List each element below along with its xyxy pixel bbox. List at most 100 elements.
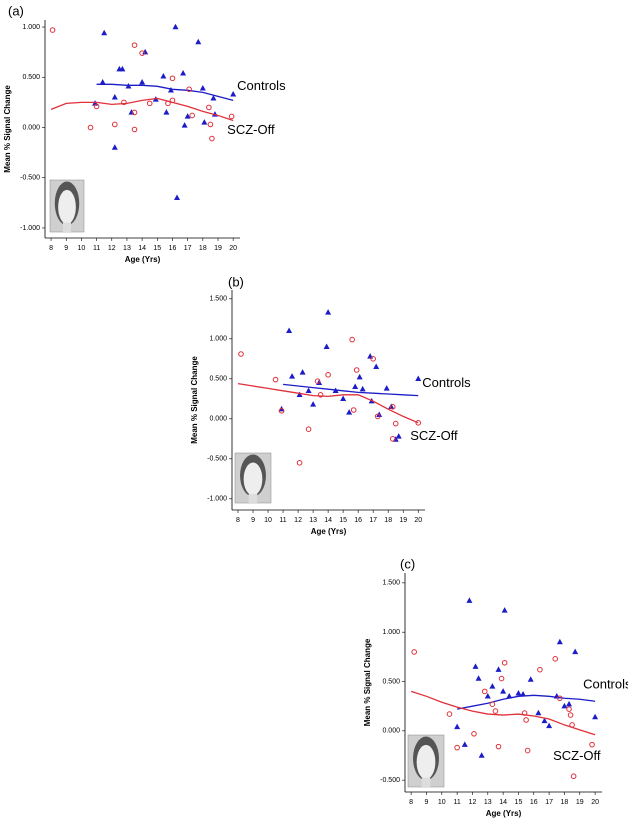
control-point: [388, 403, 395, 409]
x-tick-label: 9: [64, 245, 68, 252]
control-point: [484, 693, 491, 699]
scz-point: [446, 711, 453, 717]
scz-point: [325, 372, 331, 378]
x-tick-label: 20: [591, 799, 599, 806]
control-point: [373, 363, 380, 369]
scz-point: [498, 675, 505, 682]
panel: (b) -1.000 -0.500 0.000 0.500 1.000 1.500 8 9 10 1…: [190, 274, 471, 536]
series-annotation: Controls: [237, 78, 286, 93]
control-point: [101, 29, 108, 36]
x-tick-label: 18: [199, 245, 207, 252]
control-point: [556, 638, 563, 645]
x-tick-label: 16: [354, 517, 362, 524]
control-point: [167, 87, 174, 93]
control-point: [230, 91, 237, 97]
control-point: [367, 353, 374, 359]
scz-point: [411, 649, 417, 655]
face-neck: [421, 777, 431, 787]
x-tick-label: 10: [264, 517, 272, 524]
control-point: [181, 122, 188, 128]
control-point: [561, 702, 568, 709]
x-tick-label: 9: [425, 799, 429, 806]
scz-point: [189, 112, 195, 119]
x-tick-label: 13: [123, 245, 131, 252]
x-tick-label: 14: [324, 517, 332, 524]
x-tick-label: 15: [339, 517, 347, 524]
control-point: [310, 401, 317, 407]
scz-point: [314, 378, 321, 385]
scz-point: [392, 420, 399, 427]
x-tick-label: 15: [153, 245, 161, 252]
x-tick-label: 13: [309, 517, 317, 524]
scz-point: [131, 109, 138, 116]
y-tick-label: 0.500: [22, 74, 40, 81]
scz-point: [569, 722, 575, 728]
x-tick-label: 14: [499, 799, 507, 806]
series-annotation: SCZ-Off: [410, 428, 458, 443]
series-annotation: SCZ-Off: [553, 748, 601, 763]
scz-point: [537, 666, 543, 673]
y-tick-label: -0.500: [20, 175, 40, 182]
scz-point: [169, 75, 176, 82]
x-tick-label: 17: [545, 799, 553, 806]
x-axis-label: Age (Yrs): [125, 255, 161, 264]
control-point: [201, 119, 208, 125]
x-tick-label: 14: [138, 245, 146, 252]
scz-point: [112, 121, 118, 128]
panel: (c) -0.500 0.000 0.500 1.000 1.500 8 9 10 11 12 13 1…: [363, 556, 628, 818]
x-tick-label: 17: [369, 517, 377, 524]
x-tick-label: 16: [530, 799, 538, 806]
scz-point: [272, 376, 279, 383]
control-point: [163, 109, 170, 115]
control-point: [180, 69, 187, 76]
scz-point: [305, 426, 312, 433]
y-tick-label: -0.500: [207, 456, 227, 463]
control-point: [299, 369, 306, 375]
control-point: [172, 23, 179, 30]
scz-point: [353, 367, 360, 373]
y-axis-label: Mean % Signal Change: [190, 356, 199, 444]
scz-point: [489, 701, 496, 708]
control-point: [383, 385, 390, 391]
y-tick-label: 0.500: [382, 678, 400, 685]
scz-point: [349, 336, 355, 343]
y-tick-label: 1.500: [209, 296, 227, 303]
panel-label: (b): [228, 274, 244, 289]
control-point: [466, 597, 473, 603]
fit-line: [96, 83, 234, 101]
control-point: [506, 693, 513, 699]
x-tick-label: 12: [108, 245, 116, 252]
control-point: [546, 722, 553, 729]
scz-point: [501, 659, 508, 666]
face-skin: [243, 462, 263, 496]
x-tick-label: 8: [49, 245, 53, 252]
scz-point: [567, 712, 574, 718]
x-tick-label: 11: [279, 517, 286, 524]
scz-point: [209, 135, 215, 142]
x-tick-label: 19: [576, 799, 584, 806]
y-tick-label: 0.000: [382, 728, 400, 735]
scz-point: [570, 773, 577, 780]
x-tick-label: 12: [294, 517, 302, 524]
scz-point: [238, 351, 244, 357]
panel-label: (a): [8, 3, 24, 18]
scz-point: [471, 730, 477, 737]
control-point: [111, 144, 118, 150]
scz-point: [139, 50, 145, 56]
scz-point: [415, 420, 422, 426]
y-tick-label: 0.000: [22, 124, 40, 131]
scz-point: [169, 97, 176, 104]
control-point: [527, 676, 534, 682]
y-tick-label: -1.000: [207, 496, 227, 503]
scz-point: [521, 710, 528, 716]
control-point: [340, 395, 347, 401]
control-point: [305, 387, 312, 393]
control-point: [461, 741, 468, 747]
scz-point: [296, 460, 303, 466]
control-point: [415, 375, 422, 381]
scz-point: [206, 104, 212, 111]
control-point: [286, 327, 293, 333]
fit-line: [410, 690, 596, 736]
x-tick-label: 19: [214, 245, 222, 252]
